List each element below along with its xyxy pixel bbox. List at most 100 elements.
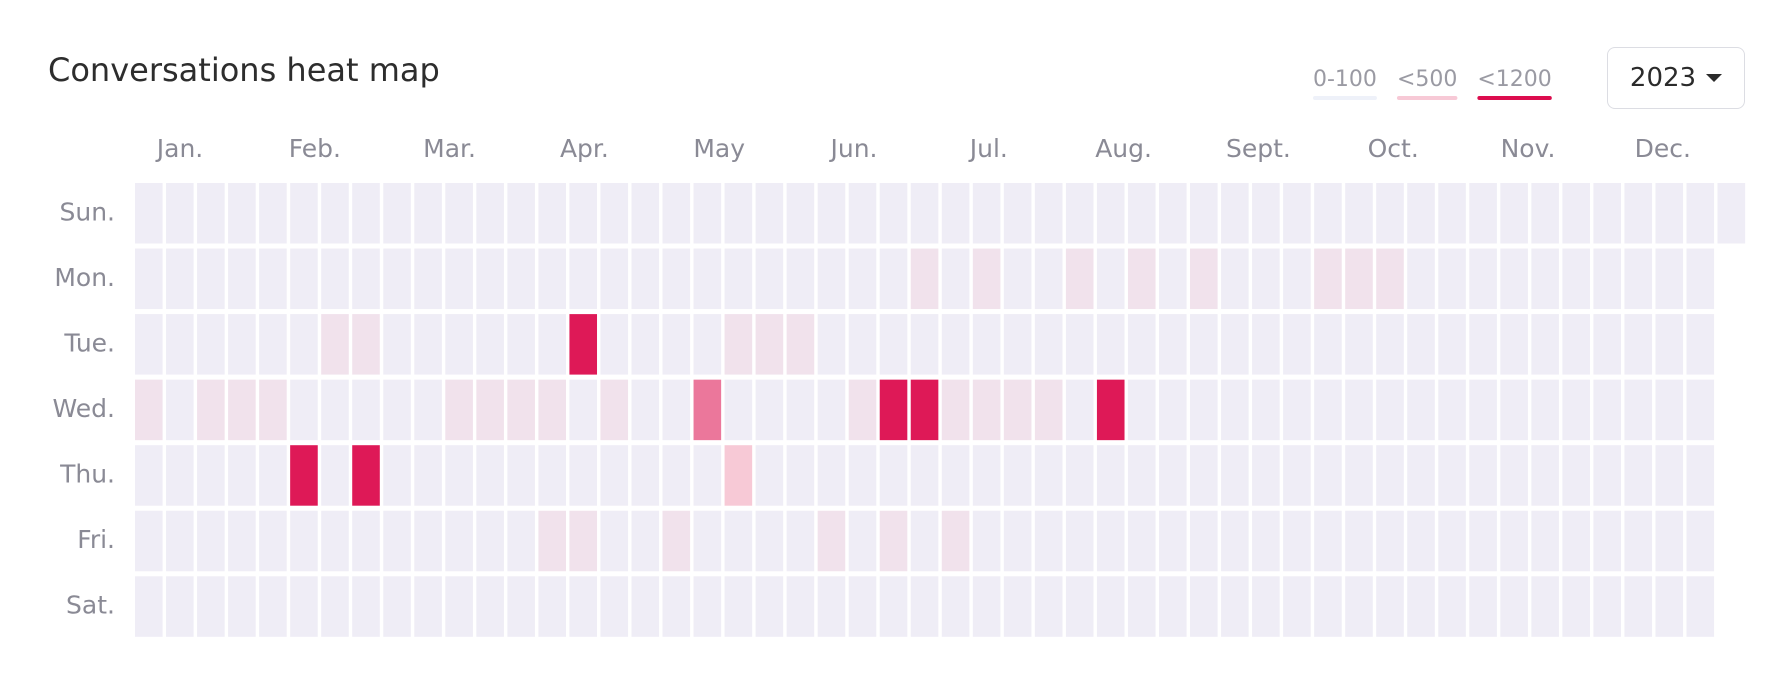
- heatmap-cell: [662, 248, 691, 310]
- heatmap-cell: [848, 576, 877, 637]
- heatmap-cell: [1624, 445, 1653, 506]
- heatmap-cell: [1065, 183, 1094, 244]
- month-label: Oct.: [1368, 134, 1419, 163]
- heatmap-cell: [600, 314, 629, 375]
- month-label: Jul.: [968, 134, 1008, 163]
- heatmap-cell: [1438, 576, 1466, 637]
- heatmap-cell: [197, 379, 225, 441]
- weekday-label: Mon.: [54, 263, 115, 292]
- heatmap-cell: [1252, 183, 1280, 244]
- heatmap-cell: [197, 183, 225, 244]
- heatmap-cell: [290, 445, 318, 506]
- weekday-label: Fri.: [77, 525, 115, 554]
- heatmap-cell: [1034, 248, 1063, 310]
- heatmap-cell: [1158, 379, 1187, 441]
- heatmap-cell: [1003, 183, 1032, 244]
- heatmap-cell: [259, 248, 287, 310]
- heatmap-cell: [197, 445, 225, 506]
- heatmap-cell: [135, 445, 163, 506]
- heatmap-cell: [1624, 248, 1653, 310]
- heatmap-cell: [662, 379, 691, 441]
- heatmap-cell: [755, 510, 784, 572]
- heatmap-cell: [383, 510, 411, 572]
- heatmap-cell: [786, 314, 815, 375]
- heatmap-cell: [1655, 510, 1684, 572]
- heatmap-cell: [1221, 314, 1249, 375]
- heatmap-cell: [1252, 576, 1280, 637]
- heatmap-cell: [662, 510, 691, 572]
- heatmap-cell: [1065, 576, 1094, 637]
- heatmap-cell: [662, 183, 691, 244]
- heatmap-cell: [321, 379, 349, 441]
- heatmap-cell: [1593, 576, 1622, 637]
- heatmap-cell: [414, 379, 442, 441]
- heatmap-cell: [197, 248, 225, 310]
- heatmap-cell: [228, 183, 256, 244]
- heatmap-cell: [1065, 379, 1094, 441]
- heatmap-cell: [1190, 183, 1218, 244]
- heatmap-cell: [848, 379, 877, 441]
- heatmap-cell: [1190, 445, 1218, 506]
- heatmap-cell: [569, 379, 598, 441]
- heatmap-cell: [1127, 445, 1156, 506]
- heatmap-cell: [1158, 248, 1187, 310]
- heatmap-cell: [1438, 510, 1466, 572]
- heatmap-cell: [445, 248, 473, 310]
- heatmap-cell: [972, 445, 1001, 506]
- heatmap-cell: [724, 248, 753, 310]
- year-dropdown[interactable]: 2023: [1607, 47, 1745, 109]
- heatmap-cell: [1562, 576, 1590, 637]
- heatmap-cell: [693, 379, 722, 441]
- heatmap-cell: [972, 248, 1001, 310]
- heatmap-cell: [631, 510, 660, 572]
- heatmap-cell: [507, 248, 535, 310]
- heatmap-cell: [321, 248, 349, 310]
- heatmap-cell: [631, 576, 660, 637]
- heatmap-cell: [538, 576, 566, 637]
- heatmap-cell: [228, 379, 256, 441]
- heatmap-cell: [786, 576, 815, 637]
- heatmap-cell: [1438, 248, 1466, 310]
- heatmap-cell: [1345, 379, 1373, 441]
- heatmap-cell: [786, 379, 815, 441]
- heatmap-cell: [414, 445, 442, 506]
- weekday-label: Wed.: [53, 394, 115, 423]
- heatmap-cell: [290, 510, 318, 572]
- heatmap-cell: [1345, 510, 1373, 572]
- heatmap-cell: [724, 576, 753, 637]
- heatmap-cell: [910, 510, 939, 572]
- heatmap-cell: [1221, 445, 1249, 506]
- heatmap-cell: [538, 445, 566, 506]
- heatmap-cell: [1376, 183, 1404, 244]
- heatmap-cell: [352, 314, 380, 375]
- heatmap-cell: [1655, 379, 1684, 441]
- heatmap-cell: [786, 510, 815, 572]
- heatmap-cell: [352, 379, 380, 441]
- legend-swatch: [1396, 96, 1458, 100]
- heatmap-cell: [259, 576, 287, 637]
- heatmap-cell: [1127, 248, 1156, 310]
- heatmap-cell: [290, 379, 318, 441]
- heatmap-cell: [1407, 379, 1435, 441]
- heatmap-cell: [1624, 183, 1653, 244]
- heatmap-cell: [1252, 379, 1280, 441]
- heatmap-cell: [1003, 379, 1032, 441]
- month-label: Mar.: [423, 134, 476, 163]
- heatmap-cell: [600, 183, 629, 244]
- heatmap-cell: [538, 248, 566, 310]
- heatmap-cell: [259, 314, 287, 375]
- heatmap-cell: [1158, 445, 1187, 506]
- heatmap-cell: [1655, 183, 1684, 244]
- heatmap-cell: [1065, 510, 1094, 572]
- heatmap-cell: [879, 445, 908, 506]
- heatmap-cell: [1096, 445, 1125, 506]
- heatmap-cell: [1003, 576, 1032, 637]
- heatmap-cell: [817, 510, 846, 572]
- heatmap-cell: [910, 445, 939, 506]
- heatmap-cell: [476, 445, 504, 506]
- heatmap-cell: [910, 576, 939, 637]
- heatmap-cell: [166, 314, 194, 375]
- heatmap-cell: [848, 183, 877, 244]
- heatmap-cell: [1531, 248, 1559, 310]
